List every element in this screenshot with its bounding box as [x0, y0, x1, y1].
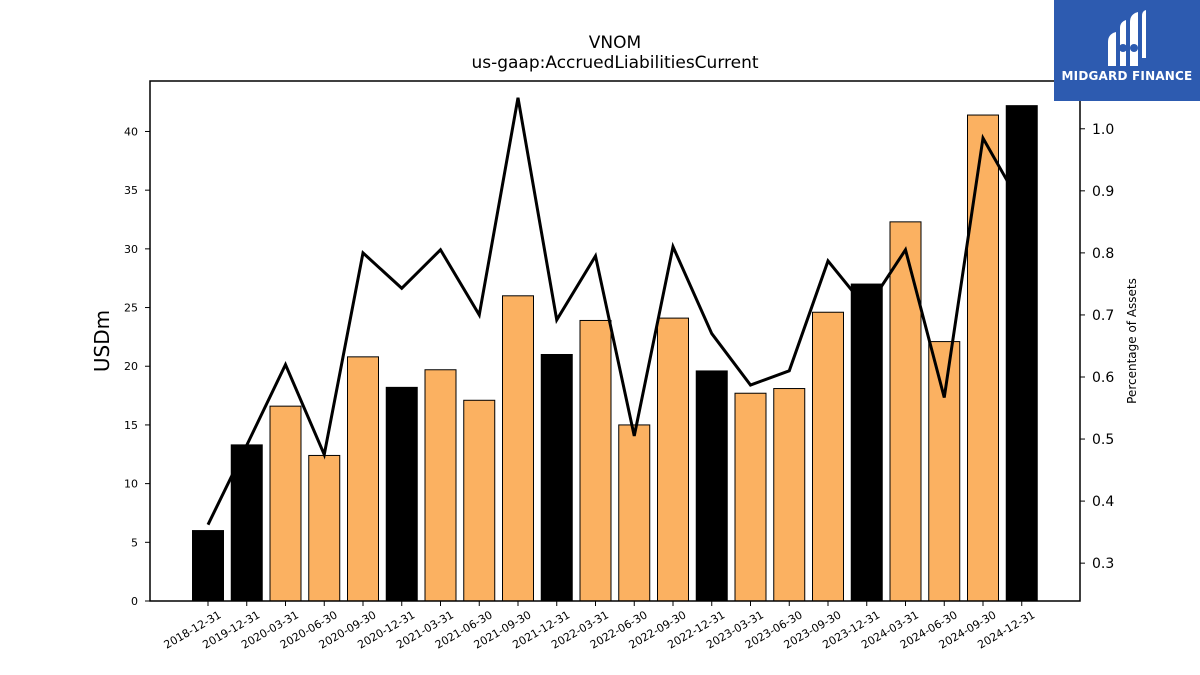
logo-mark-icon [1108, 10, 1146, 66]
logo-text: MIDGARD FINANCE [1061, 69, 1193, 83]
bar-2020-12-31 [385, 386, 418, 602]
plot-frame [149, 80, 1081, 602]
bar-2021-09-30 [502, 295, 534, 602]
y-tick-label: 0 [131, 595, 138, 608]
y-tick-label: 40 [124, 125, 138, 138]
y-tick-label: 10 [124, 478, 138, 491]
percentage-line [206, 97, 1024, 526]
y-tick-label: 35 [124, 184, 138, 197]
y2-tick-label: 0.4 [1092, 494, 1114, 510]
bar-2023-03-31 [734, 392, 767, 602]
y-tick-label: 30 [124, 243, 138, 256]
y2-tick-label: 0.3 [1092, 556, 1114, 572]
y2-tick-label: 0.8 [1092, 246, 1114, 262]
y2-axis-label: Percentage of Assets [1125, 278, 1139, 404]
bar-2018-12-31 [192, 530, 224, 602]
y-tick-label: 5 [131, 536, 138, 549]
brand-logo: MIDGARD FINANCE [1054, 0, 1200, 101]
bar-2022-12-31 [695, 370, 728, 602]
y-tick-label: 25 [124, 302, 138, 315]
line-group [206, 97, 1024, 526]
bar-2020-03-31 [269, 405, 302, 602]
bar-2023-09-30 [812, 311, 844, 602]
bar-2022-03-31 [579, 319, 612, 602]
chart-title: VNOM [589, 33, 641, 53]
y2-tick-label: 0.5 [1092, 432, 1114, 448]
bars-group [192, 105, 1038, 602]
bar-2020-09-30 [347, 356, 379, 602]
bar-2023-06-30 [773, 388, 806, 602]
bar-2020-06-30 [308, 454, 341, 602]
bar-2019-12-31 [230, 444, 263, 602]
y2-tick-label: 0.6 [1092, 370, 1114, 386]
y-tick-label: 15 [124, 419, 138, 432]
bar-2024-09-30 [967, 114, 999, 602]
y-axis-label: USDm [90, 310, 114, 372]
bar-2022-06-30 [618, 424, 651, 602]
bar-2022-09-30 [657, 317, 689, 602]
y2-tick-label: 0.9 [1092, 184, 1114, 200]
bar-2021-06-30 [463, 399, 496, 602]
bar-2021-03-31 [424, 369, 457, 602]
bar-2021-12-31 [540, 353, 573, 602]
bar-2024-03-31 [889, 221, 922, 602]
y-tick-label: 20 [124, 360, 138, 373]
bar-2024-12-31 [1005, 105, 1038, 602]
chart-subtitle: us-gaap:AccruedLiabilitiesCurrent [471, 53, 758, 73]
bar-2024-06-30 [928, 341, 961, 602]
bar-2023-12-31 [850, 283, 883, 602]
y2-tick-label: 0.7 [1092, 308, 1114, 324]
y2-tick-label: 1.0 [1092, 122, 1114, 138]
